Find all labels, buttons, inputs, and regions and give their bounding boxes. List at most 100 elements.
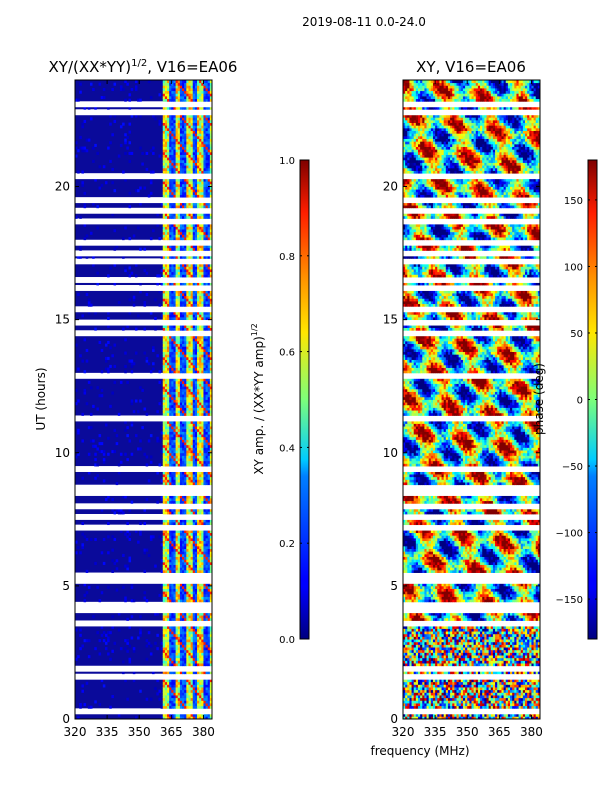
amplitude-cell <box>119 529 123 534</box>
amplitude-cell <box>171 716 174 720</box>
amplitude-cell <box>173 90 177 94</box>
amplitude-cell <box>197 463 200 467</box>
amplitude-cell <box>182 316 185 321</box>
amplitude-cell <box>194 551 198 555</box>
amplitude-cell <box>177 170 181 174</box>
amplitude-cell <box>167 133 170 137</box>
amplitude-cell <box>171 569 174 573</box>
amplitude-cell <box>186 636 189 640</box>
amplitude-cell <box>199 687 202 691</box>
amplitude-cell <box>194 394 198 398</box>
amplitude-cell <box>197 178 200 182</box>
amplitude-cell <box>171 548 174 552</box>
amplitude-cell <box>205 463 209 467</box>
amplitude-cell <box>173 596 177 600</box>
amplitude-cell <box>104 641 108 645</box>
amplitude-cell <box>199 378 202 382</box>
amplitude-cell <box>171 551 174 555</box>
amplitude-cell <box>188 130 191 134</box>
amplitude-cell <box>190 679 194 683</box>
amplitude-cell <box>184 705 187 709</box>
amplitude-cell <box>182 431 185 435</box>
amplitude-cell <box>190 178 194 182</box>
amplitude-cell <box>117 612 121 616</box>
amplitude-cell <box>164 633 168 637</box>
amplitude-cell <box>203 703 206 707</box>
amplitude-cell <box>182 647 185 651</box>
amplitude-cell <box>169 692 172 696</box>
amplitude-cell <box>184 359 187 363</box>
amplitude-cell <box>192 529 196 534</box>
phase-cell <box>458 713 462 717</box>
amplitude-cell <box>122 327 125 331</box>
amplitude-cell <box>188 95 191 100</box>
amplitude-cell <box>207 269 211 273</box>
amplitude-cell <box>173 327 177 331</box>
phase-cell <box>426 713 430 717</box>
amplitude-cell <box>164 215 168 219</box>
amplitude-cell <box>179 684 183 688</box>
amplitude-cell <box>169 529 172 534</box>
amplitude-cell <box>177 615 181 619</box>
amplitude-cell <box>203 146 206 150</box>
amplitude-cell <box>175 348 179 352</box>
amplitude-cell <box>156 439 159 443</box>
amplitude-cell <box>207 588 211 592</box>
phase-cell <box>482 716 485 720</box>
amplitude-cell <box>92 255 95 259</box>
amplitude-cell <box>169 191 172 195</box>
amplitude-cell <box>205 537 209 542</box>
amplitude-cell <box>98 394 102 398</box>
amplitude-cell <box>167 114 170 118</box>
phase-cell <box>469 716 472 720</box>
amplitude-cell <box>188 359 191 363</box>
amplitude-cell <box>130 151 134 155</box>
amplitude-cell <box>197 378 200 382</box>
amplitude-cell <box>162 189 166 193</box>
amplitude-cell <box>186 290 189 294</box>
amplitude-cell <box>188 298 191 302</box>
amplitude-cell <box>173 85 177 89</box>
amplitude-cell <box>175 316 179 321</box>
amplitude-cell <box>184 274 187 278</box>
amplitude-cell <box>169 231 172 235</box>
amplitude-cell <box>182 641 185 645</box>
amplitude-cell <box>162 247 166 251</box>
amplitude-cell <box>164 689 168 693</box>
amplitude-cell <box>169 599 172 603</box>
amplitude-cell <box>186 476 189 480</box>
amplitude-cell <box>209 548 213 552</box>
amplitude-cell <box>203 157 206 161</box>
phase-cell <box>529 716 532 720</box>
amplitude-cell <box>179 226 183 230</box>
amplitude-cell <box>182 631 185 635</box>
amplitude-cell <box>190 85 194 89</box>
amplitude-cell <box>192 498 196 502</box>
amplitude-flag-gap <box>75 601 212 606</box>
amplitude-cell <box>194 135 198 139</box>
amplitude-cell <box>169 521 172 526</box>
amplitude-cell <box>175 687 179 691</box>
amplitude-cell <box>102 631 106 635</box>
amplitude-cell <box>197 399 200 403</box>
amplitude-cell <box>100 442 104 446</box>
phase-cell <box>447 716 451 720</box>
amplitude-cell <box>177 194 181 198</box>
amplitude-cell <box>194 80 198 84</box>
amplitude-cell <box>164 567 168 571</box>
amplitude-cell <box>201 274 204 278</box>
amplitude-cell <box>194 479 198 483</box>
amplitude-cell <box>128 98 132 102</box>
amplitude-cell <box>162 412 166 416</box>
amplitude-cell <box>197 439 200 443</box>
amplitude-cell <box>130 359 134 363</box>
amplitude-cell <box>194 351 198 355</box>
amplitude-cell <box>182 178 185 182</box>
amplitude-cell <box>201 660 204 664</box>
amplitude-cell <box>164 178 168 182</box>
amplitude-cell <box>197 154 200 158</box>
amplitude-cell <box>149 460 153 464</box>
amplitude-cell <box>207 234 211 238</box>
amplitude-cell <box>100 625 104 629</box>
